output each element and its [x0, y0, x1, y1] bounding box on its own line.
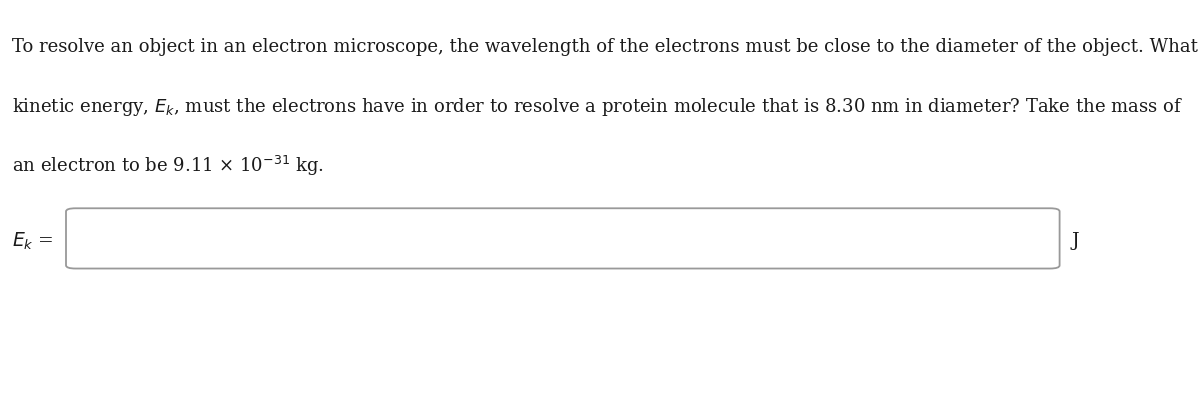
Text: To resolve an object in an electron microscope, the wavelength of the electrons : To resolve an object in an electron micr… [12, 38, 1198, 56]
Text: $E_k$ =: $E_k$ = [12, 231, 54, 252]
Text: kinetic energy, $E_k$, must the electrons have in order to resolve a protein mol: kinetic energy, $E_k$, must the electron… [12, 96, 1183, 118]
Text: an electron to be 9.11 × 10$^{-31}$ kg.: an electron to be 9.11 × 10$^{-31}$ kg. [12, 154, 324, 178]
Text: J: J [1072, 232, 1079, 251]
FancyBboxPatch shape [66, 208, 1060, 269]
